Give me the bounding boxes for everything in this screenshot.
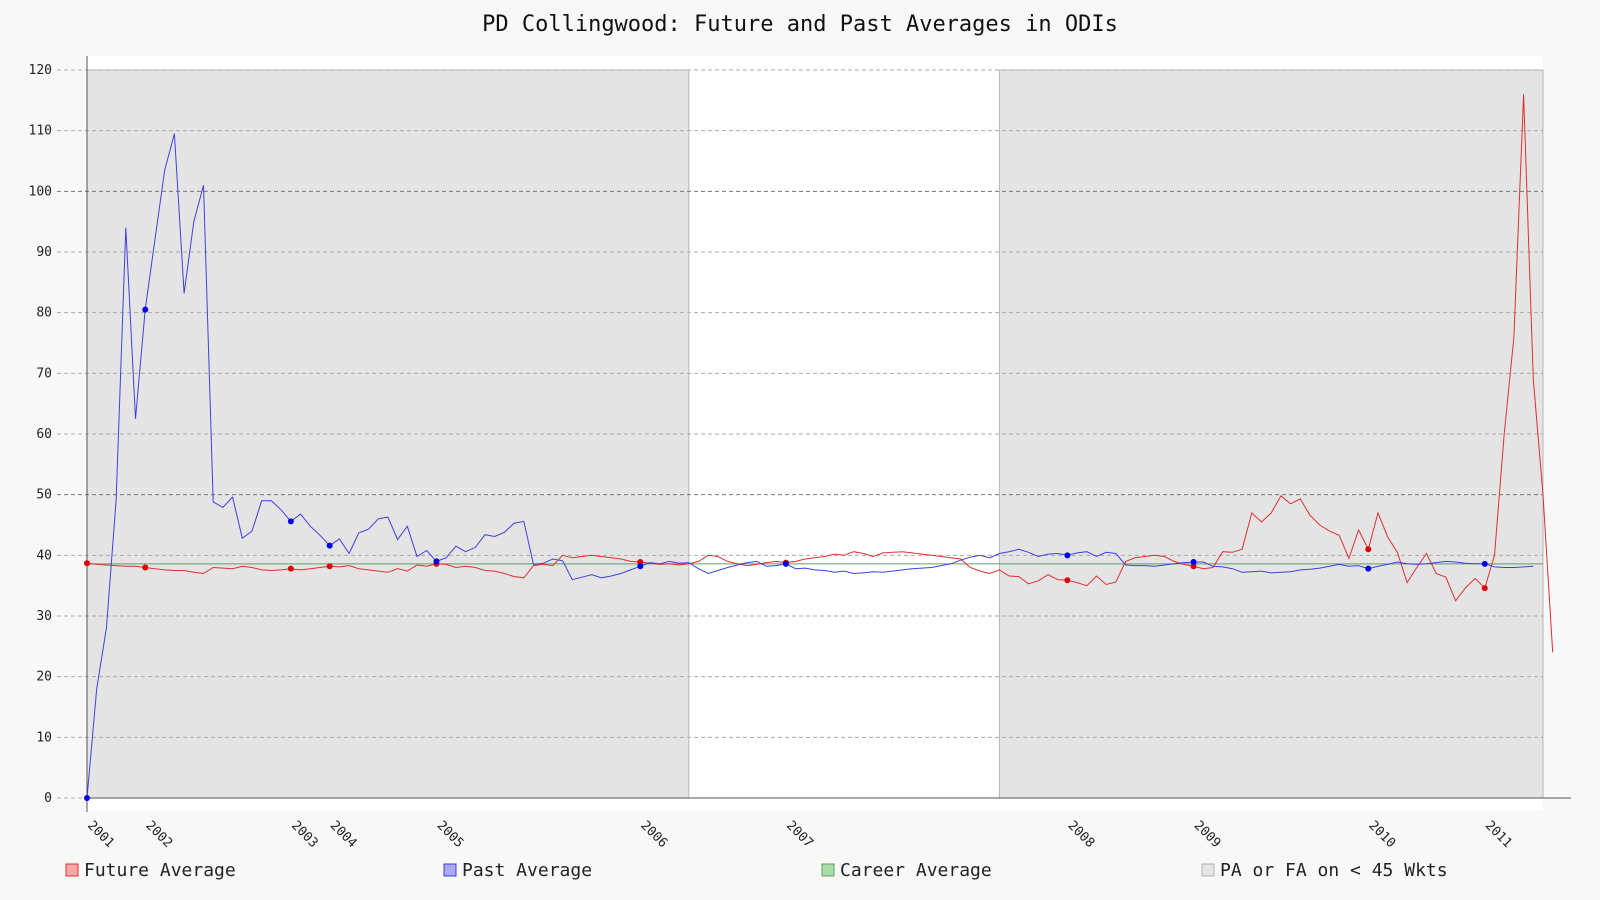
legend-swatch xyxy=(1201,863,1215,877)
x-tick-label: 2010 xyxy=(1365,818,1398,851)
x-tick-label: 2003 xyxy=(288,818,321,851)
future-average-point xyxy=(142,564,149,571)
y-tick-label: 10 xyxy=(36,730,52,745)
x-tick-label: 2001 xyxy=(84,818,117,851)
future-average-point xyxy=(326,563,333,570)
y-tick-label: 40 xyxy=(36,548,52,563)
past-average-point xyxy=(326,542,333,549)
legend-label: PA or FA on < 45 Wkts xyxy=(1220,860,1448,881)
legend-swatch xyxy=(65,863,79,877)
legend-label: Future Average xyxy=(84,860,236,881)
future-average-point xyxy=(637,559,644,566)
y-tick-label: 20 xyxy=(36,670,52,685)
past-average-point xyxy=(142,306,149,313)
y-tick-label: 80 xyxy=(36,306,52,321)
y-tick-label: 0 xyxy=(44,791,52,806)
y-tick-label: 60 xyxy=(36,427,52,442)
past-average-point xyxy=(782,560,789,567)
future-average-point xyxy=(84,560,90,567)
past-average-point xyxy=(1481,560,1488,567)
legend-label: Past Average xyxy=(462,860,592,881)
past-average-point xyxy=(84,795,90,801)
x-tick-label: 2011 xyxy=(1482,818,1515,851)
past-average-point xyxy=(433,558,440,565)
y-tick-label: 70 xyxy=(36,366,52,381)
x-tick-label: 2008 xyxy=(1065,818,1098,851)
y-tick-label: 90 xyxy=(36,245,52,260)
future-average-point xyxy=(1064,577,1071,584)
past-average-point xyxy=(287,518,294,525)
x-tick-label: 2006 xyxy=(637,818,670,851)
y-tick-label: 110 xyxy=(29,124,52,139)
future-average-point xyxy=(1481,585,1488,592)
past-average-point xyxy=(1365,565,1372,572)
future-average-point xyxy=(1365,546,1372,553)
x-tick-label: 2004 xyxy=(327,818,360,851)
legend-swatch xyxy=(821,863,835,877)
x-tick-label: 2009 xyxy=(1191,818,1224,851)
future-average-point xyxy=(1190,563,1197,570)
future-average-point xyxy=(287,565,294,572)
legend-swatch xyxy=(443,863,457,877)
x-tick-label: 2005 xyxy=(434,818,467,851)
y-tick-label: 30 xyxy=(36,609,52,624)
y-tick-label: 120 xyxy=(29,63,52,78)
chart-title: PD Collingwood: Future and Past Averages… xyxy=(482,12,1118,37)
y-tick-label: 50 xyxy=(36,488,52,503)
y-tick-label: 100 xyxy=(29,184,52,199)
legend-label: Career Average xyxy=(840,860,992,881)
past-average-point xyxy=(1064,552,1071,559)
x-tick-label: 2007 xyxy=(783,818,816,851)
x-tick-label: 2002 xyxy=(142,818,175,851)
past-average-point xyxy=(637,563,644,570)
past-average-point xyxy=(1190,559,1197,566)
